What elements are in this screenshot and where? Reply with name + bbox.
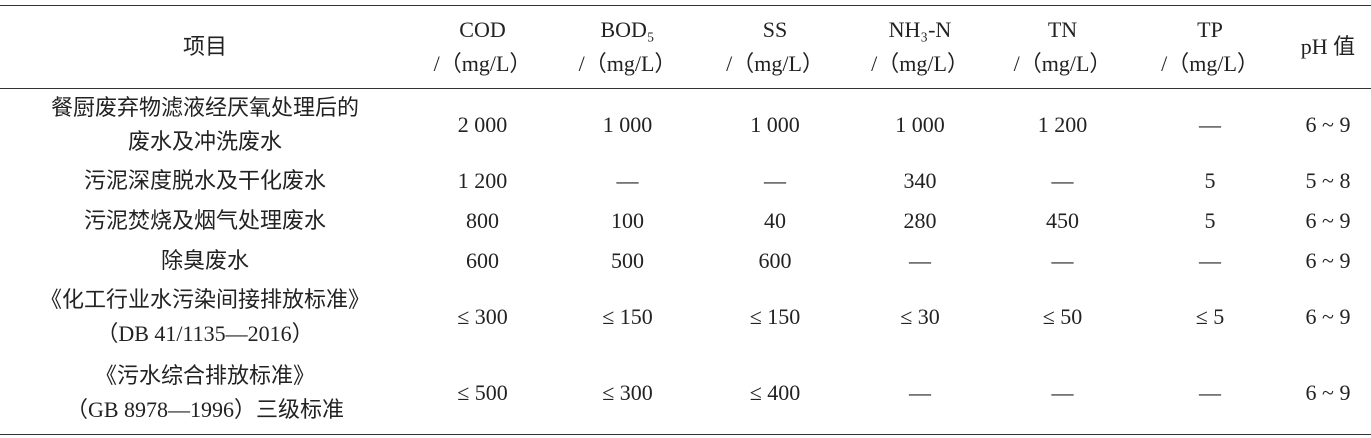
header-cell: TN /（mg/L） — [990, 6, 1135, 89]
header-cell: COD /（mg/L） — [410, 6, 555, 89]
header-cell: pH 值 — [1285, 6, 1371, 89]
item-text: （GB 8978—1996）三级标准 — [65, 397, 345, 423]
item-text: （DB 41/1135—2016） — [96, 320, 314, 346]
value-cell: 1 000 — [602, 111, 653, 137]
value-cell: — — [1051, 167, 1074, 193]
value-cell: 40 — [764, 207, 786, 233]
value-cell: — — [1199, 247, 1221, 273]
value-cell: 280 — [903, 207, 937, 233]
header-text: /（mg/L） — [871, 51, 969, 76]
value-cell: ≤ 5 — [1195, 303, 1225, 329]
value-cell: — — [909, 247, 931, 273]
value-cell: 1 000 — [895, 111, 945, 137]
value-cell: — — [1051, 247, 1074, 273]
item-text: 污泥焚烧及烟气处理废水 — [83, 207, 326, 233]
table-row: 餐厨废弃物滤液经厌氧处理后的 废水及冲洗废水 2 000 1 000 1 000 1 00… — [0, 89, 1371, 161]
item-cell: 污泥深度脱水及干化废水 — [0, 161, 410, 201]
value-cell: ≤ 500 — [457, 380, 508, 406]
value-cell: — — [764, 167, 786, 193]
value-cell: 450 — [1046, 207, 1079, 233]
table-row: 《化工行业水污染间接排放标准》 （DB 41/1135—2016） ≤ 300 ≤ 1… — [0, 281, 1371, 353]
value-cell: ≤ 150 — [602, 303, 653, 329]
value-cell: 6 ~ 9 — [1305, 380, 1351, 406]
value-cell: 1 000 — [750, 111, 800, 137]
value-cell: — — [1199, 380, 1221, 406]
header-cell: TP /（mg/L） — [1135, 6, 1285, 89]
item-text: 除臭废水 — [160, 247, 249, 273]
value-cell: 600 — [758, 247, 792, 273]
value-cell: 1 200 — [457, 167, 508, 193]
header-cell: SS /（mg/L） — [700, 6, 850, 89]
item-text: 废水及冲洗废水 — [127, 128, 282, 154]
header-cell: 项目 — [0, 6, 410, 89]
table-body: 餐厨废弃物滤液经厌氧处理后的 废水及冲洗废水 2 000 1 000 1 000 1 00… — [0, 89, 1371, 435]
header-text: TN — [1047, 17, 1078, 42]
value-cell: 6 ~ 9 — [1305, 111, 1351, 137]
value-cell: 2 000 — [457, 111, 508, 137]
header-text: /（mg/L） — [726, 51, 824, 76]
header-text: pH 值 — [1300, 34, 1356, 59]
value-cell: 500 — [611, 247, 644, 273]
item-cell: 《污水综合排放标准》 （GB 8978—1996）三级标准 — [0, 353, 410, 435]
item-cell: 除臭废水 — [0, 241, 410, 281]
value-cell: ≤ 30 — [900, 303, 940, 329]
header-cell: NH₃-N /（mg/L） — [850, 6, 990, 89]
item-text: 餐厨废弃物滤液经厌氧处理后的 — [50, 94, 359, 120]
table-row: 《污水综合排放标准》 （GB 8978—1996）三级标准 ≤ 500 ≤ 300 ≤ … — [0, 353, 1371, 435]
item-cell: 《化工行业水污染间接排放标准》 （DB 41/1135—2016） — [0, 281, 410, 353]
value-cell: ≤ 300 — [602, 380, 653, 406]
value-cell: 340 — [903, 167, 937, 193]
value-cell: 6 ~ 9 — [1305, 247, 1351, 273]
header-text: /（mg/L） — [1013, 51, 1112, 76]
table-row: 污泥深度脱水及干化废水 1 200 — — 340 — 5 5 ~ 8 — [0, 161, 1371, 201]
value-cell: 1 200 — [1037, 111, 1088, 137]
header-row: 项目 COD /（mg/L） BOD₅ /（mg/L） SS /（mg/L） NH₃-N /（m… — [0, 5, 1371, 89]
header-text: BOD₅ — [600, 17, 655, 42]
item-text: 《污水综合排放标准》 — [94, 363, 315, 389]
table-row: 除臭废水 600 500 600 — — — 6 ~ 9 — [0, 241, 1371, 281]
item-text: 污泥深度脱水及干化废水 — [83, 167, 326, 193]
value-cell: — — [1199, 111, 1221, 137]
value-cell: 800 — [466, 207, 499, 233]
value-cell: ≤ 300 — [457, 303, 508, 329]
header-text: 项目 — [182, 34, 227, 59]
header-text: /（mg/L） — [578, 51, 677, 76]
value-cell: 5 ~ 8 — [1305, 167, 1351, 193]
value-cell: 5 — [1204, 167, 1216, 193]
table-row: 污泥焚烧及烟气处理废水 800 100 40 280 450 5 6 ~ 9 — [0, 201, 1371, 241]
header-text: NH₃-N — [888, 17, 952, 42]
item-cell: 污泥焚烧及烟气处理废水 — [0, 201, 410, 241]
item-text: 《化工行业水污染间接排放标准》 — [39, 286, 370, 312]
value-cell: 100 — [611, 207, 644, 233]
value-cell: — — [1051, 380, 1074, 406]
value-cell: 600 — [466, 247, 499, 273]
value-cell: ≤ 50 — [1042, 303, 1083, 329]
header-cell: BOD₅ /（mg/L） — [555, 6, 700, 89]
value-cell: — — [616, 167, 639, 193]
header-text: TP — [1197, 17, 1223, 42]
header-text: SS — [762, 17, 788, 42]
value-cell: 6 ~ 9 — [1305, 207, 1351, 233]
value-cell: 6 ~ 9 — [1305, 303, 1351, 329]
data-table: 项目 COD /（mg/L） BOD₅ /（mg/L） SS /（mg/L） NH₃-N /（m… — [0, 5, 1371, 435]
header-text: /（mg/L） — [1161, 51, 1259, 76]
header-text: /（mg/L） — [433, 51, 532, 76]
value-cell: ≤ 150 — [749, 303, 801, 329]
header-text: COD — [459, 17, 506, 42]
value-cell: ≤ 400 — [749, 380, 801, 406]
value-cell: — — [909, 380, 931, 406]
item-cell: 餐厨废弃物滤液经厌氧处理后的 废水及冲洗废水 — [0, 89, 410, 161]
table-header: 项目 COD /（mg/L） BOD₅ /（mg/L） SS /（mg/L） NH₃-N /（m… — [0, 5, 1371, 89]
value-cell: 5 — [1204, 207, 1216, 233]
